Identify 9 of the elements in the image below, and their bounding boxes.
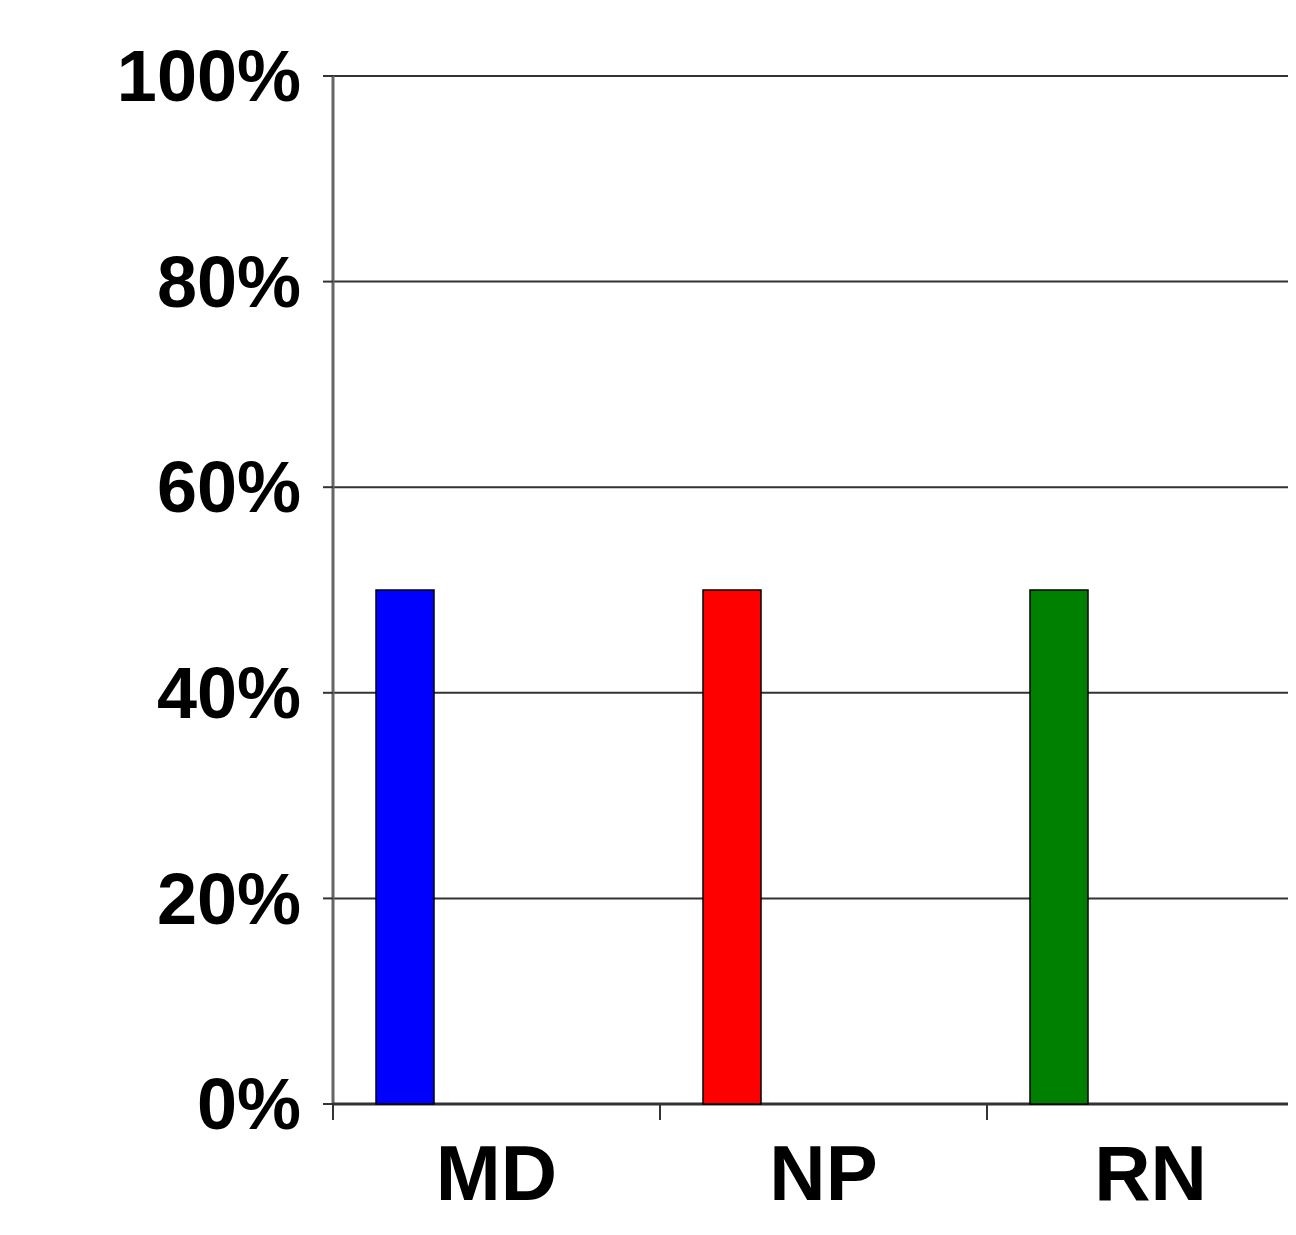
y-tick-label: 100% [116,36,301,117]
y-tick-label: 80% [156,241,301,322]
x-tick-label: MD [435,1129,558,1217]
y-tick-label: 60% [156,447,301,528]
y-tick-label: 20% [156,858,301,939]
x-tick-label: NP [769,1129,878,1217]
x-tick-label: RN [1094,1129,1207,1217]
y-tick-label: 40% [156,653,301,733]
y-tick-label: 0% [196,1064,301,1145]
